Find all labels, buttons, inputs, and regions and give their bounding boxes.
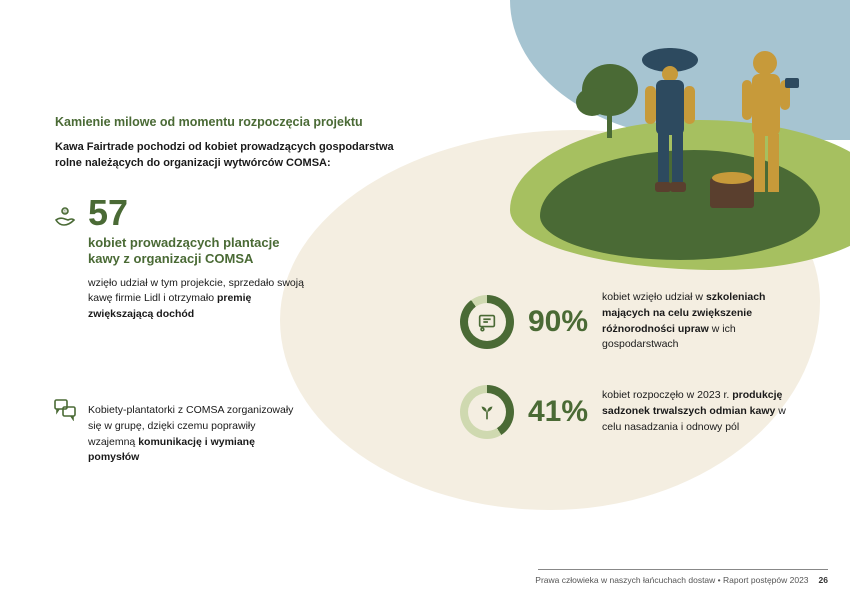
- stat-41-percent: 41%: [528, 395, 588, 429]
- coin-hand-icon: ①: [53, 205, 77, 234]
- stat-57-subtitle: kobiet prowadzących plantacje kawy z org…: [88, 235, 305, 268]
- footer-text: Prawa człowieka w naszych łańcuchach dos…: [535, 575, 808, 585]
- ring-41-icon: [460, 385, 514, 439]
- footer-rule: [538, 569, 828, 570]
- stat-41: 41% kobiet rozpoczęło w 2023 r. produkcj…: [460, 385, 800, 439]
- svg-text:①: ①: [63, 209, 68, 215]
- stat-90-text: kobiet wzięło udział w szkoleniach mając…: [602, 290, 800, 353]
- section-heading: Kamienie milowe od momentu rozpoczęcia p…: [55, 115, 363, 129]
- section-subheading: Kawa Fairtrade pochodzi od kobiet prowad…: [55, 140, 415, 172]
- people-illustration: [560, 30, 820, 245]
- communication-block: Kobiety-plantatorki z COMSA zorganizował…: [55, 395, 305, 466]
- stat-57-text: wzięło udział w tym projekcie, sprzedało…: [88, 276, 305, 323]
- stat-41-text: kobiet rozpoczęło w 2023 r. produkcję sa…: [602, 388, 800, 435]
- stat-90-percent: 90%: [528, 305, 588, 339]
- chat-icon: [53, 397, 77, 426]
- ring-90-icon: [460, 295, 514, 349]
- communication-text: Kobiety-plantatorki z COMSA zorganizował…: [88, 403, 305, 466]
- stat-90: 90% kobiet wzięło udział w szkoleniach m…: [460, 290, 800, 353]
- page-number: 26: [819, 575, 828, 585]
- stat-57-number: 57: [88, 195, 305, 231]
- stat-block-57: ① 57 kobiet prowadzących plantacje kawy …: [55, 195, 305, 323]
- page-footer: Prawa człowieka w naszych łańcuchach dos…: [535, 575, 828, 585]
